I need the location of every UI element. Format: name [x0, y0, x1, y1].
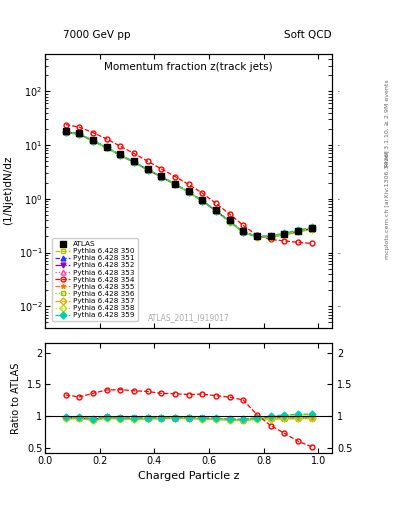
- X-axis label: Charged Particle z: Charged Particle z: [138, 472, 239, 481]
- Text: ATLAS_2011_I919017: ATLAS_2011_I919017: [148, 313, 230, 322]
- Text: Momentum fraction z(track jets): Momentum fraction z(track jets): [104, 62, 273, 72]
- Text: Rivet 3.1.10, ≥ 2.9M events: Rivet 3.1.10, ≥ 2.9M events: [385, 79, 390, 167]
- Text: Soft QCD: Soft QCD: [285, 30, 332, 40]
- Y-axis label: (1/Njet)dN/dz: (1/Njet)dN/dz: [3, 156, 13, 225]
- Text: 7000 GeV pp: 7000 GeV pp: [63, 30, 130, 40]
- Legend: ATLAS, Pythia 6.428 350, Pythia 6.428 351, Pythia 6.428 352, Pythia 6.428 353, P: ATLAS, Pythia 6.428 350, Pythia 6.428 35…: [51, 238, 138, 322]
- Text: mcplots.cern.ch [arXiv:1306.3436]: mcplots.cern.ch [arXiv:1306.3436]: [385, 151, 390, 259]
- Y-axis label: Ratio to ATLAS: Ratio to ATLAS: [11, 362, 22, 434]
